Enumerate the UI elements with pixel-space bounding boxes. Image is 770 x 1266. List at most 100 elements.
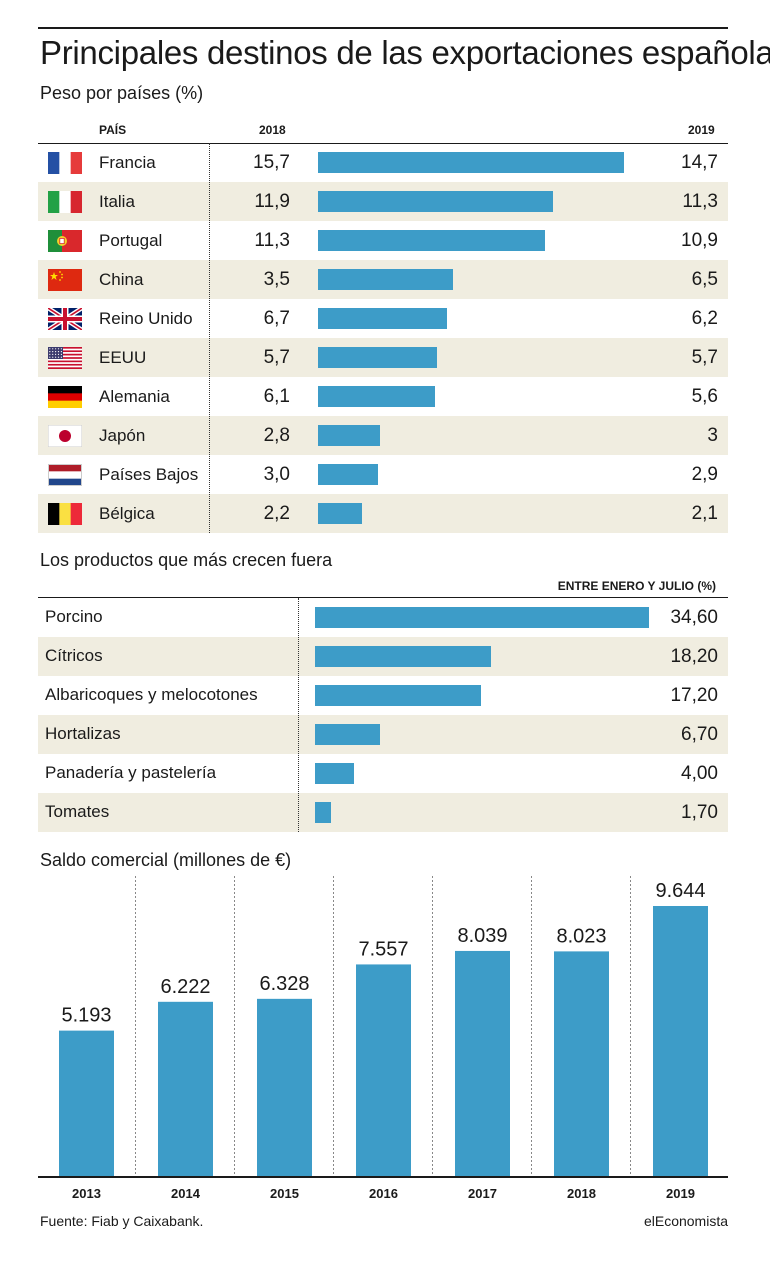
bar-2019	[318, 308, 448, 329]
col-2018-header: 2018	[259, 123, 286, 137]
product-value: 17,20	[670, 685, 718, 706]
saldo-subtitle: Saldo comercial (millones de €)	[40, 850, 292, 870]
saldo-value-label: 6.222	[160, 976, 210, 998]
value-2019: 6,2	[691, 308, 718, 329]
saldo-bar	[554, 951, 609, 1176]
value-2019: 6,5	[691, 269, 718, 290]
country-name: Países Bajos	[99, 465, 199, 484]
product-bar	[315, 646, 491, 667]
saldo-bar	[356, 964, 411, 1176]
value-2018: 11,9	[254, 191, 290, 212]
country-name: Japón	[99, 426, 146, 445]
saldo-value-label: 8.023	[556, 925, 606, 947]
saldo-bar	[257, 998, 312, 1176]
country-name: Reino Unido	[99, 309, 193, 328]
year-tick-label: 2014	[171, 1186, 201, 1201]
country-row: EEUU 5,7 5,7	[38, 338, 728, 377]
paises-subtitle: Peso por países (%)	[40, 83, 204, 103]
country-row: Japón 2,8 3	[38, 416, 728, 455]
productos-subtitle: Los productos que más crecen fuera	[40, 550, 333, 570]
value-2018: 5,7	[263, 347, 290, 368]
bar-2019	[318, 425, 381, 446]
product-row: Tomates 1,70	[38, 793, 728, 832]
product-value: 4,00	[681, 763, 718, 784]
value-2018: 6,7	[263, 308, 290, 329]
value-2018: 2,2	[263, 503, 290, 524]
product-name: Panadería y pastelería	[45, 763, 217, 782]
product-name: Albaricoques y melocotones	[45, 685, 258, 704]
value-2018: 15,7	[253, 152, 290, 173]
country-name: Alemania	[99, 387, 170, 406]
value-2018: 3,5	[263, 269, 290, 290]
country-name: Portugal	[99, 231, 163, 250]
country-name: EEUU	[99, 348, 147, 367]
flag-france-icon	[48, 152, 82, 174]
saldo-value-label: 9.644	[655, 880, 705, 902]
value-2019: 5,7	[691, 347, 718, 368]
product-row: Panadería y pastelería 4,00	[38, 754, 728, 793]
country-name: Bélgica	[99, 504, 155, 523]
country-row: China 3,5 6,5	[38, 260, 728, 299]
country-row: Italia 11,9 11,3	[38, 182, 728, 221]
country-name: China	[99, 270, 144, 289]
flag-china-icon	[48, 269, 82, 291]
product-bar	[315, 763, 354, 784]
saldo-value-label: 7.557	[358, 938, 408, 960]
year-tick-label: 2015	[270, 1186, 299, 1201]
country-row: Bélgica 2,2 2,1	[38, 494, 728, 533]
flag-germany-icon	[48, 386, 82, 408]
value-2019: 2,1	[691, 503, 718, 524]
country-name: Francia	[99, 153, 156, 172]
value-2018: 3,0	[263, 464, 290, 485]
product-row: Albaricoques y melocotones 17,20	[38, 676, 728, 715]
bar-2019	[318, 230, 546, 251]
paises-header-rule	[38, 143, 728, 144]
value-2018: 6,1	[263, 386, 290, 407]
saldo-chart: 5.193 2013 6.222 2014 6.328 2015 7.557 2016 8.03…	[38, 876, 728, 1201]
flag-italy-icon	[48, 191, 82, 213]
country-row: Reino Unido 6,7 6,2	[38, 299, 728, 338]
value-2019: 3	[707, 425, 718, 446]
product-row: Porcino 34,60	[38, 598, 728, 637]
bar-2019	[318, 503, 362, 524]
paises-divider	[209, 143, 210, 533]
product-value: 34,60	[670, 607, 718, 628]
product-name: Porcino	[45, 607, 103, 626]
col-pais-header: PAÍS	[99, 123, 127, 137]
product-bar	[315, 607, 649, 628]
flag-belgium-icon	[48, 503, 82, 525]
col-2019-header: 2019	[688, 123, 715, 137]
value-2018: 11,3	[254, 230, 290, 251]
country-name: Italia	[99, 192, 135, 211]
saldo-value-label: 5.193	[61, 1005, 111, 1027]
product-row: Hortalizas 6,70	[38, 715, 728, 754]
product-name: Hortalizas	[45, 724, 121, 743]
flag-japan-icon	[48, 425, 82, 447]
productos-col-header: ENTRE ENERO Y JULIO (%)	[557, 579, 716, 593]
country-row: Francia 15,7 14,7	[38, 143, 728, 182]
saldo-bar	[59, 1030, 114, 1176]
product-name: Cítricos	[45, 646, 103, 665]
country-row: Alemania 6,1 5,6	[38, 377, 728, 416]
saldo-bar	[455, 950, 510, 1176]
top-rule	[38, 27, 728, 29]
bar-2019	[318, 386, 435, 407]
saldo-bar	[158, 1001, 213, 1176]
product-value: 1,70	[681, 802, 718, 823]
value-2019: 11,3	[682, 191, 718, 212]
productos-header-rule	[38, 597, 728, 598]
flag-usa-icon	[48, 347, 82, 369]
flag-uk-icon	[48, 308, 82, 330]
year-tick-label: 2013	[72, 1186, 101, 1201]
bar-2019	[318, 347, 437, 368]
saldo-value-label: 6.328	[259, 973, 309, 995]
product-bar	[315, 802, 332, 823]
year-tick-label: 2016	[369, 1186, 398, 1201]
value-2018: 2,8	[263, 425, 290, 446]
year-tick-label: 2018	[567, 1186, 596, 1201]
country-row: Portugal 11,3 10,9	[38, 221, 728, 260]
saldo-value-label: 8.039	[457, 925, 507, 947]
flag-portugal-icon	[48, 230, 82, 252]
saldo-bar	[653, 906, 708, 1176]
value-2019: 10,9	[681, 230, 718, 251]
